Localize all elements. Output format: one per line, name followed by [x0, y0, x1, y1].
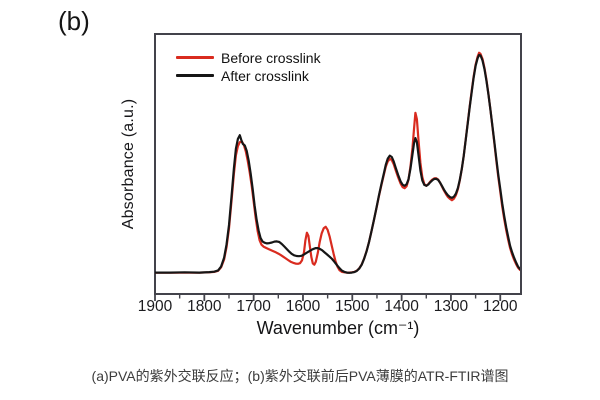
- plot-frame: [154, 33, 522, 295]
- legend: Before crosslink After crosslink: [176, 49, 321, 84]
- legend-line-swatch: [176, 74, 214, 77]
- series-line-after-crosslink: [155, 53, 520, 274]
- series-line-before-crosslink: [155, 51, 520, 274]
- x-axis-ticks: [154, 295, 502, 301]
- legend-item: After crosslink: [176, 67, 321, 84]
- figure-caption: (a)PVA的紫外交联反应；(b)紫外交联前后PVA薄膜的ATR-FTIR谱图: [91, 368, 509, 384]
- panel-label: (b): [58, 6, 90, 36]
- spectrum-svg: [155, 51, 520, 274]
- legend-item: Before crosslink: [176, 49, 321, 66]
- x-axis-label: Wavenumber (cm⁻¹): [256, 318, 420, 338]
- legend-line-swatch: [176, 56, 214, 59]
- legend-label: After crosslink: [221, 67, 309, 84]
- legend-label: Before crosslink: [221, 49, 321, 66]
- y-axis-label: Absorbance (a.u.): [120, 98, 137, 230]
